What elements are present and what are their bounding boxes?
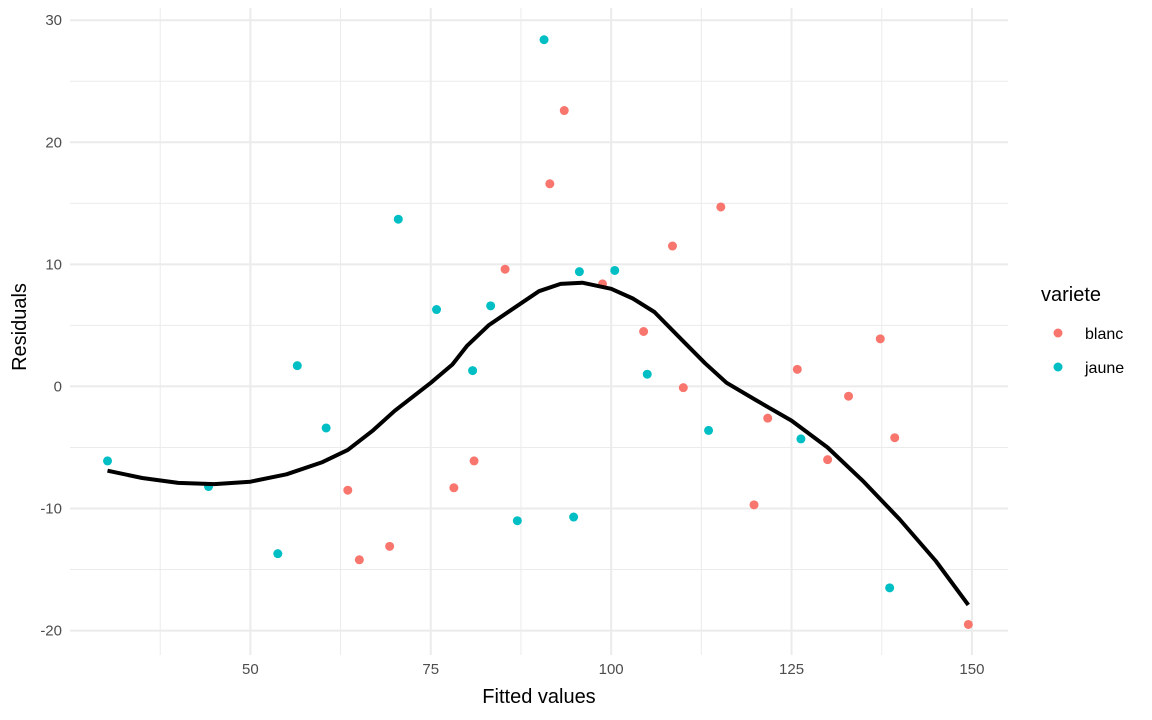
data-point-blanc [716,202,726,212]
data-point-jaune [393,214,403,224]
data-point-blanc [844,391,854,401]
x-tick-label: 150 [959,661,984,678]
x-tick-label: 125 [779,661,804,678]
data-point-blanc [763,413,773,423]
major-gridlines [70,8,1008,655]
legend-label-blanc: blanc [1085,326,1123,343]
legend: variete blanc jaune [1041,284,1124,377]
data-point-jaune [486,301,496,311]
data-point-blanc [890,433,900,443]
data-point-jaune [321,423,331,433]
y-tick-label: 0 [54,378,62,395]
data-point-jaune [432,305,442,315]
data-point-blanc [639,327,649,336]
data-point-blanc [469,456,479,466]
x-axis-tick-labels: 50 75 100 125 150 [242,661,984,678]
data-point-jaune [468,366,478,376]
minor-gridlines [70,8,1008,655]
data-point-blanc [823,455,833,465]
smooth-trend-line [107,280,970,607]
y-axis-tick-labels: -20 -10 0 10 20 30 [40,12,62,639]
data-point-jaune [885,583,895,593]
legend-key-jaune [1053,362,1063,372]
x-tick-label: 50 [242,661,259,678]
y-tick-label: -20 [40,623,62,640]
data-point-jaune [539,35,549,45]
data-point-blanc [667,241,677,251]
data-point-blanc [354,555,364,565]
x-tick-label: 100 [599,661,624,678]
data-point-blanc [678,383,688,393]
x-axis-title: Fitted values [482,686,595,708]
data-point-blanc [449,483,459,493]
x-tick-label: 75 [422,661,439,678]
data-point-jaune [512,516,522,526]
data-point-jaune [796,434,806,444]
data-point-blanc [792,364,802,374]
data-point-blanc [343,485,353,495]
y-tick-label: 10 [45,256,62,273]
data-point-jaune [642,369,652,379]
data-point-jaune [103,456,113,466]
data-point-jaune [569,512,579,522]
data-point-blanc [559,106,569,116]
data-point-blanc [385,541,395,551]
legend-label-jaune: jaune [1084,360,1124,377]
data-point-blanc [749,500,759,510]
legend-title: variete [1041,284,1101,306]
data-point-blanc [500,264,510,274]
data-point-blanc [875,334,885,344]
scatter-points [103,35,973,629]
legend-key-blanc [1053,328,1063,338]
data-point-blanc [545,179,555,189]
data-point-jaune [292,361,302,371]
data-point-jaune [610,265,620,275]
y-axis-title: Residuals [9,283,31,371]
data-point-jaune [704,425,714,435]
data-point-jaune [273,549,283,559]
y-tick-label: 20 [45,134,62,151]
data-point-blanc [963,619,973,629]
data-point-jaune [574,267,584,277]
y-tick-label: 30 [45,12,62,29]
y-tick-label: -10 [40,501,62,518]
smooth-curve-layer [107,280,970,607]
